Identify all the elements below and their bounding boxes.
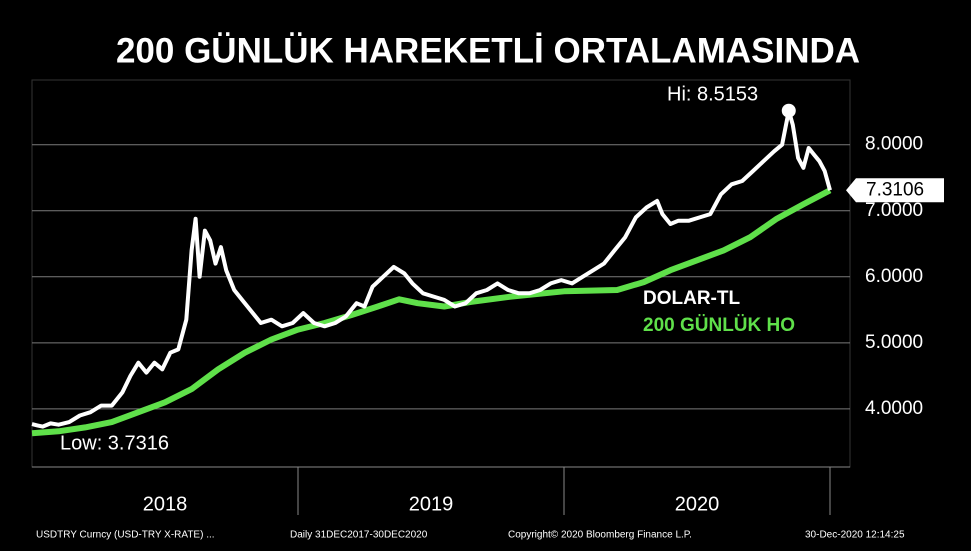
y-tick-label: 5.0000 — [865, 332, 923, 353]
y-tick-label: 6.0000 — [865, 266, 923, 287]
chart-title: 200 GÜNLÜK HAREKETLİ ORTALAMASINDA — [116, 31, 860, 70]
x-tick-label: 2019 — [409, 493, 454, 515]
series-line — [31, 187, 832, 437]
y-tick-label: 8.0000 — [865, 134, 923, 155]
high-annotation: Hi: 8.5153 — [667, 83, 758, 105]
last-value-tag — [846, 178, 944, 203]
footer-timestamp: 30-Dec-2020 12:14:25 — [805, 530, 905, 541]
y-tick-label: 7.0000 — [865, 200, 923, 221]
series-line — [31, 108, 832, 429]
x-tick-label: 2020 — [675, 493, 720, 515]
footer-ticker: USDTRY Curncy (USD-TRY X-RATE) ... — [36, 530, 215, 541]
footer-copyright: Copyright© 2020 Bloomberg Finance L.P. — [508, 530, 692, 541]
legend-entry: DOLAR-TL — [643, 288, 740, 309]
low-annotation: Low: 3.7316 — [60, 432, 169, 454]
legend-entry: 200 GÜNLÜK HO — [643, 315, 795, 336]
y-tick-label: 4.0000 — [865, 398, 923, 419]
last-value-label: 7.3106 — [866, 179, 924, 200]
footer-range: Daily 31DEC2017-30DEC2020 — [290, 530, 428, 541]
x-tick-label: 2018 — [143, 493, 188, 515]
high-marker — [781, 103, 796, 118]
